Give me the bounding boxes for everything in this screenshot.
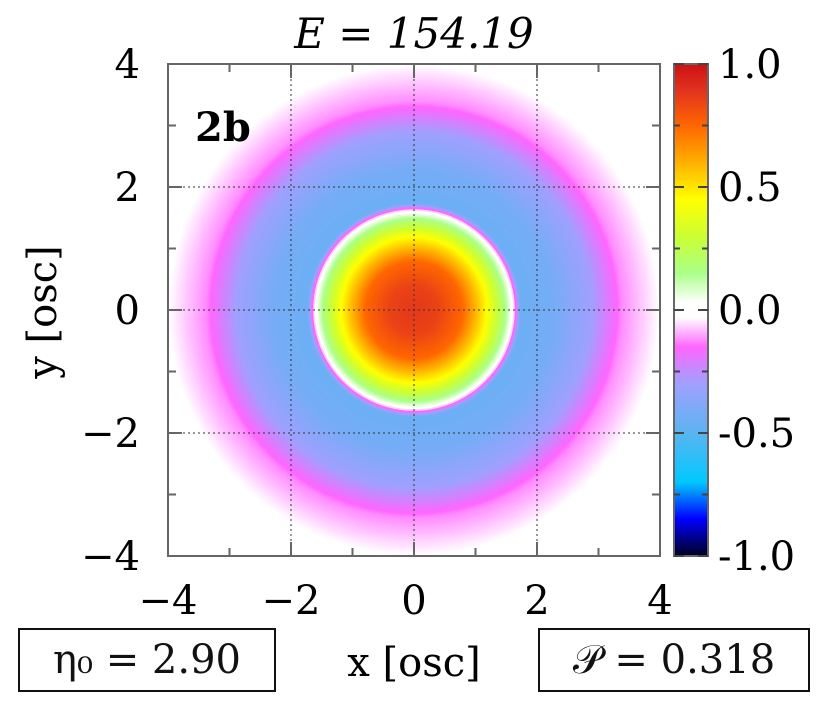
y-tick-label: −4 [81, 534, 140, 580]
eta-annotation: η₀ = 2.90 [18, 628, 276, 692]
y-tick-label: −2 [81, 411, 140, 457]
colorbar-labels: 1.0 0.5 0.0 -0.5 -1.0 [718, 42, 795, 580]
x-tick-label: −2 [262, 578, 321, 624]
chart-title: E = 154.19 [293, 9, 534, 58]
grid-lines [168, 64, 660, 556]
colorbar-label: 0.5 [718, 165, 782, 211]
axis-ticks [167, 63, 661, 557]
colorbar-ticks [674, 63, 708, 557]
x-axis-label: x [osc] [347, 640, 481, 686]
y-tick-label: 2 [115, 165, 140, 211]
colorbar-label: 1.0 [718, 42, 782, 88]
colorbar-label: -0.5 [718, 411, 795, 457]
y-tick-label: 4 [115, 42, 140, 88]
x-tick-label: 2 [524, 578, 549, 624]
panel-label: 2b [195, 104, 251, 151]
colorbar-label: -1.0 [718, 534, 795, 580]
x-tick-labels: −4 −2 0 2 4 [139, 578, 673, 624]
y-axis-label: y [osc] [20, 245, 66, 380]
y-tick-label: 0 [115, 288, 140, 334]
purity-annotation: 𝒫 = 0.318 [538, 628, 810, 692]
y-tick-labels: 4 2 0 −2 −4 [81, 42, 140, 580]
x-tick-label: 0 [401, 578, 426, 624]
x-tick-label: 4 [647, 578, 672, 624]
x-tick-label: −4 [139, 578, 198, 624]
colorbar-label: 0.0 [718, 288, 782, 334]
